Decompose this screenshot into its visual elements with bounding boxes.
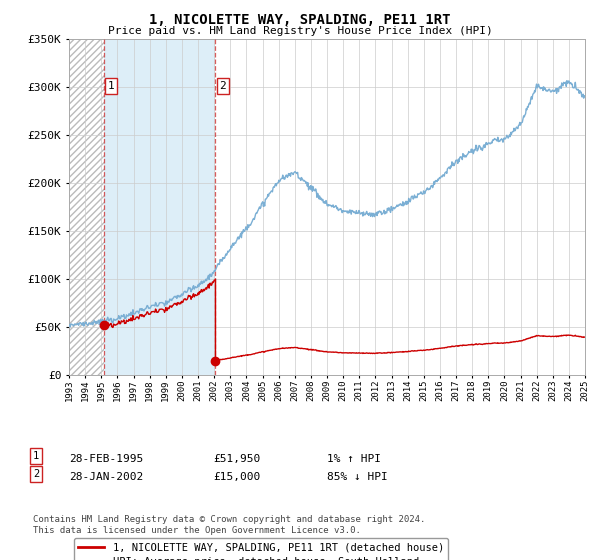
Text: 1: 1 [108,81,115,91]
Bar [215,39,585,375]
Legend: 1, NICOLETTE WAY, SPALDING, PE11 1RT (detached house), HPI: Average price, detac: 1, NICOLETTE WAY, SPALDING, PE11 1RT (de… [74,538,448,560]
Text: 1% ↑ HPI: 1% ↑ HPI [327,454,381,464]
Text: Contains HM Land Registry data © Crown copyright and database right 2024.
This d: Contains HM Land Registry data © Crown c… [33,515,425,535]
Text: 1: 1 [33,451,39,461]
Text: £51,950: £51,950 [213,454,260,464]
Text: £15,000: £15,000 [213,472,260,482]
Text: 28-FEB-1995: 28-FEB-1995 [69,454,143,464]
Text: 1, NICOLETTE WAY, SPALDING, PE11 1RT: 1, NICOLETTE WAY, SPALDING, PE11 1RT [149,13,451,27]
Text: 85% ↓ HPI: 85% ↓ HPI [327,472,388,482]
Bar [69,39,104,375]
Text: 2: 2 [33,469,39,479]
Text: 2: 2 [220,81,226,91]
Text: 28-JAN-2002: 28-JAN-2002 [69,472,143,482]
Bar [104,39,215,375]
Text: Price paid vs. HM Land Registry's House Price Index (HPI): Price paid vs. HM Land Registry's House … [107,26,493,36]
